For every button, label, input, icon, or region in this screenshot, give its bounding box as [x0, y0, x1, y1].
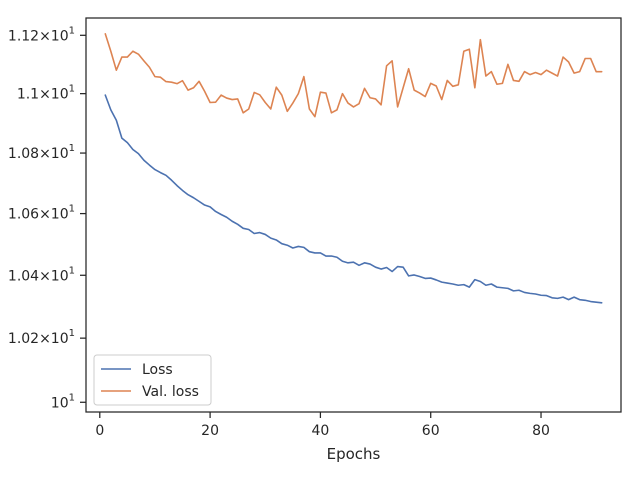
legend: Loss Val. loss — [93, 354, 212, 406]
y-tick-label: 1.1×101 — [17, 84, 75, 103]
series-line-val-loss — [104, 33, 603, 118]
legend-label-val-loss: Val. loss — [142, 384, 199, 400]
legend-label-loss: Loss — [142, 362, 173, 378]
y-tick-label: 1.04×101 — [8, 265, 75, 284]
x-axis-label: Epochs — [327, 445, 381, 463]
y-tick-label: 1.02×101 — [8, 328, 75, 347]
x-tick-label: 40 — [311, 423, 329, 439]
series-layer — [104, 33, 603, 304]
y-tick-label: 1.08×101 — [8, 143, 75, 162]
x-tick-label: 0 — [95, 423, 104, 439]
plot-background — [86, 18, 621, 412]
x-tick-label: 80 — [532, 423, 550, 439]
x-tick-label: 20 — [201, 423, 219, 439]
plot-frame — [85, 17, 622, 413]
x-tick-label: 60 — [422, 423, 440, 439]
y-tick-label: 1.06×101 — [8, 204, 75, 223]
y-tick-label: 1.12×101 — [8, 25, 75, 44]
legend-box — [93, 354, 212, 406]
series-line-loss — [104, 94, 603, 304]
axis-ticks: 0 20 40 60 80 101 1.02×101 1.04×101 1.06×101 1.08… — [8, 25, 550, 439]
y-tick-label: 101 — [51, 392, 75, 411]
